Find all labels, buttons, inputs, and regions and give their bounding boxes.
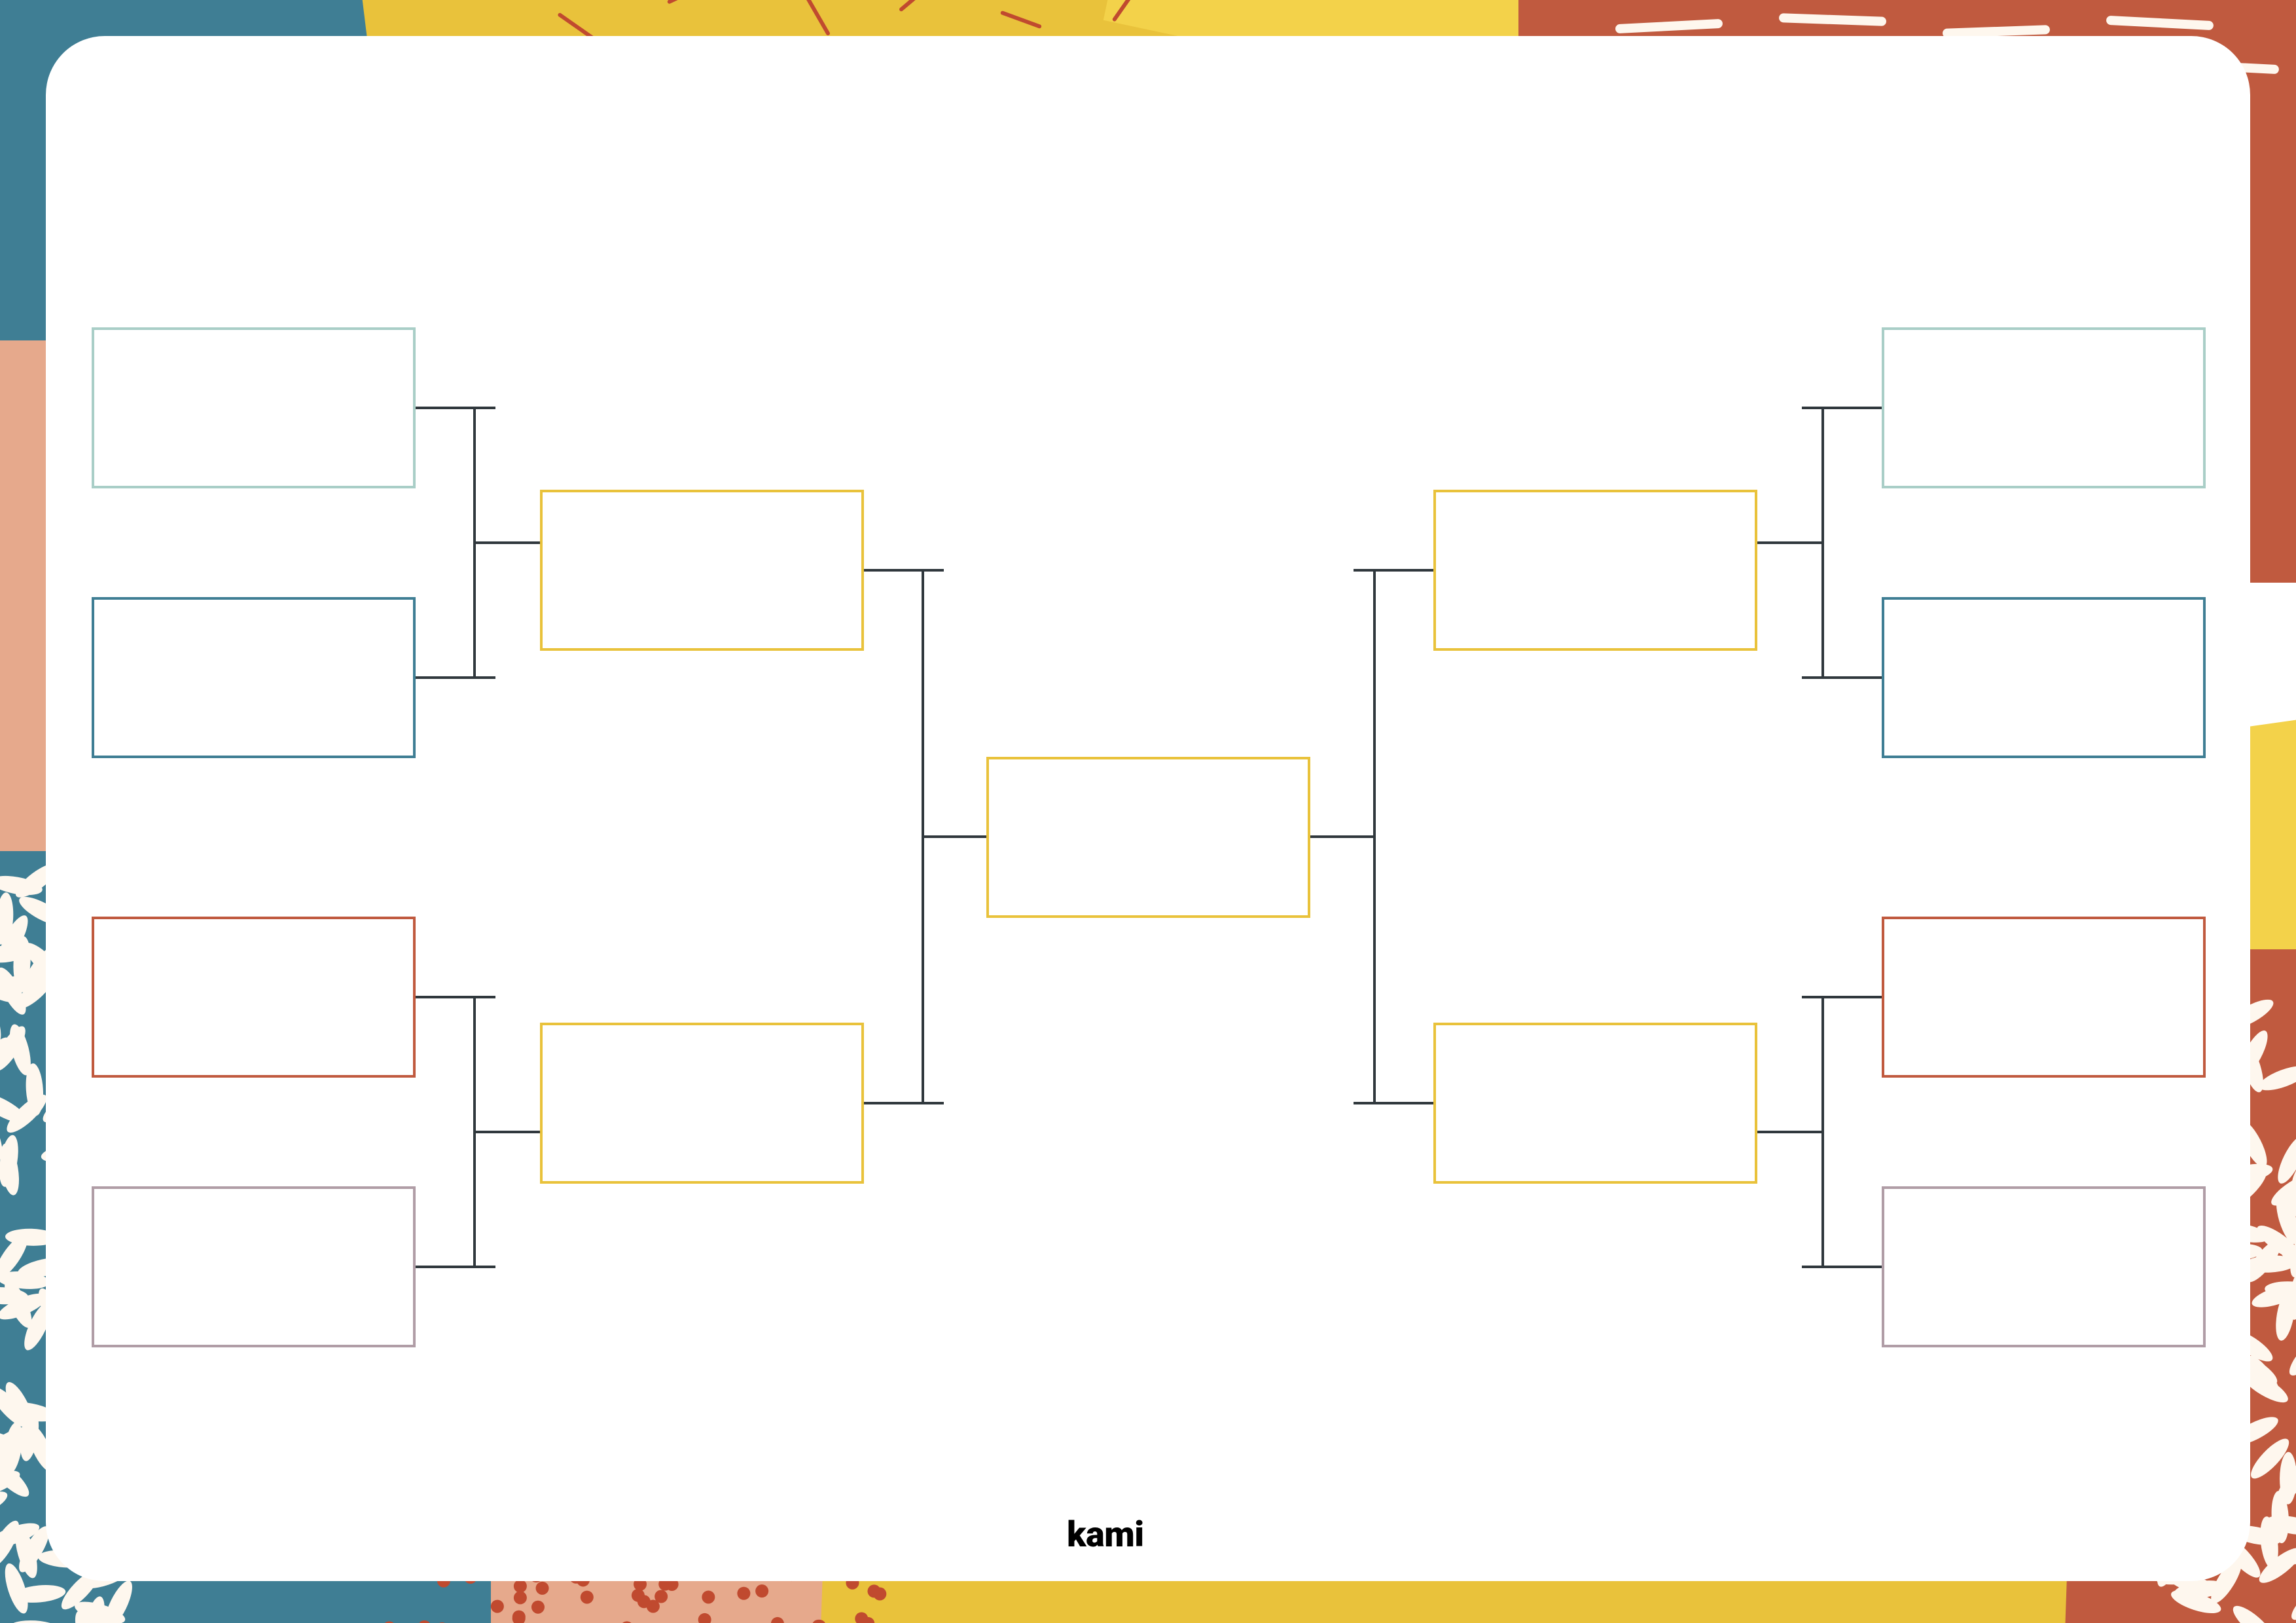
bracket-right-quarter-0[interactable]: [1882, 327, 2206, 488]
bracket-left-semi-0[interactable]: [540, 490, 864, 651]
bracket-center[interactable]: [986, 757, 1310, 918]
bracket-template: kami: [0, 0, 2296, 1623]
bracket-left-quarter-0[interactable]: [92, 327, 416, 488]
bracket-left-quarter-1[interactable]: [92, 597, 416, 758]
bracket-right-quarter-3[interactable]: [1882, 1186, 2206, 1347]
bracket-left-quarter-2[interactable]: [92, 917, 416, 1078]
bracket-left-semi-1[interactable]: [540, 1023, 864, 1184]
bracket-right-quarter-2[interactable]: [1882, 917, 2206, 1078]
bracket-right-semi-1[interactable]: [1433, 1023, 1757, 1184]
bracket-left-quarter-3[interactable]: [92, 1186, 416, 1347]
bracket-right-semi-0[interactable]: [1433, 490, 1757, 651]
bracket-right-quarter-1[interactable]: [1882, 597, 2206, 758]
kami-logo: kami: [1067, 1514, 1144, 1556]
